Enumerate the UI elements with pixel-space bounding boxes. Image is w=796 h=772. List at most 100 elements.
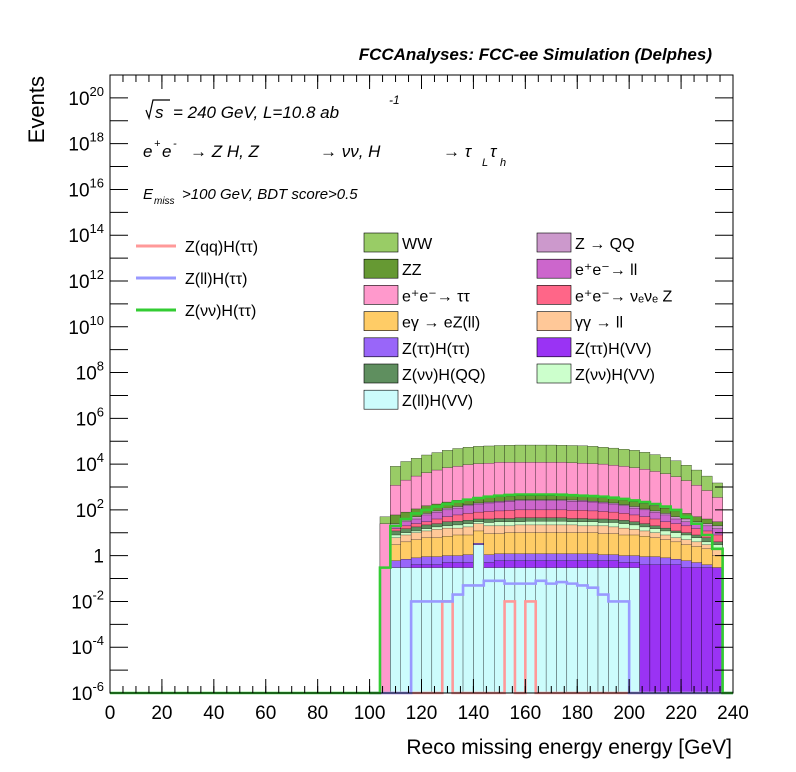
x-tick-label: 100 (354, 703, 386, 724)
x-tick-label: 180 (561, 703, 593, 724)
legend-fill-label: ZZ (402, 262, 422, 279)
stack-layers (379, 444, 723, 694)
y-tick-label: 108 (76, 359, 104, 385)
sqrt-s: s (155, 103, 164, 122)
x-tick-label: 40 (203, 703, 224, 724)
plus-sup: + (154, 138, 161, 150)
legend-line-label: Z(ll)H(ττ) (185, 271, 247, 288)
stack-bar (629, 567, 640, 694)
legend-fill-label: γγ → ll (575, 315, 623, 332)
stack-bar (410, 567, 422, 694)
stack-bar (597, 567, 609, 694)
legend-fill-swatch (536, 232, 572, 253)
process-tau1: → τ (443, 142, 473, 161)
legend-fill-label: Z(νν)H(VV) (575, 367, 655, 384)
legend-fill-swatch (536, 337, 572, 358)
x-axis-label: Reco missing energy energy [GeV] (406, 736, 732, 759)
stack-bar (494, 567, 505, 694)
y-tick-label: 1012 (68, 267, 104, 293)
legend-fill-swatch (363, 258, 399, 279)
stack-bar (421, 567, 433, 694)
x-tick-label: 160 (509, 703, 541, 724)
stack-bar (691, 567, 703, 694)
y-tick-label: 1 (93, 547, 104, 568)
y-tick-label: 1020 (68, 84, 104, 110)
y-tick-label: 10-2 (71, 587, 104, 613)
x-tick-label: 20 (151, 703, 172, 724)
y-tick-label: 102 (76, 496, 104, 522)
legend-line-label: Z(νν)H(ττ) (185, 303, 256, 320)
chart-title: FCCAnalyses: FCC-ee Simulation (Delphes) (359, 45, 713, 64)
legend-fill-label: Z(νν)H(QQ) (402, 367, 486, 384)
legend-fill-swatch (536, 285, 572, 305)
stack-bar (618, 567, 630, 694)
process-zh: → Z H, Z (190, 142, 260, 161)
legend-fill-swatch (536, 258, 572, 279)
process-nunu: → νν, H (320, 142, 381, 161)
legend-fill-swatch (363, 363, 399, 384)
legend-fill-label: Z(ττ)H(VV) (575, 341, 652, 358)
annotation-cut: E miss >100 GeV, BDT score>0.5 (143, 186, 358, 207)
stack-bar (545, 567, 557, 694)
signal-lines (110, 493, 733, 695)
sub-h: h (500, 157, 506, 169)
x-tick-label: 0 (105, 703, 116, 724)
x-tick-label: 60 (255, 703, 276, 724)
signal-line-0 (369, 600, 733, 695)
stack-bar (660, 564, 671, 694)
legend-fill-swatch (363, 389, 399, 410)
y-axis-label: Events (24, 76, 49, 143)
stack-bar (514, 567, 526, 694)
cut-rest: >100 GeV, BDT score>0.5 (182, 186, 358, 203)
legend-lines: Z(qq)H(ττ) Z(ll)H(ττ) Z(νν)H(ττ) (136, 239, 258, 320)
legend-fills: WW ZZ e⁺e⁻→ ττ eγ → eZ(ll) Z(ττ)H(ττ) Z(νν)H(… (363, 232, 672, 410)
stack-12 (390, 544, 640, 694)
stack-bar (483, 567, 495, 694)
stack-bar (442, 567, 453, 694)
legend-fill-swatch (363, 285, 399, 305)
cut-sub: miss (154, 196, 175, 207)
stack-bar (639, 564, 651, 694)
stack-bar (400, 567, 412, 694)
legend-fill-swatch (536, 311, 572, 331)
stack-bar (379, 523, 391, 694)
y-tick-label: 1016 (68, 175, 104, 201)
x-tick-label: 200 (613, 703, 645, 724)
stack-bar (473, 544, 484, 694)
stack-bar (680, 567, 692, 694)
y-tick-label: 104 (76, 450, 104, 476)
stack-bar (452, 567, 464, 694)
process-tau2: τ (490, 142, 498, 161)
legend-fill-swatch (536, 363, 572, 384)
x-tick-label: 80 (307, 703, 328, 724)
y-tick-label: 1014 (68, 221, 104, 247)
stack-bar (556, 567, 568, 694)
stack-bar (649, 564, 661, 694)
y-tick-label: 1010 (68, 313, 104, 339)
legend-fill-label: e⁺e⁻→ ττ (402, 288, 470, 305)
axes: 0 20 40 60 80 100 120 140 160 180 200 220 240 10-6 10-… (68, 74, 749, 724)
x-tick-label: 220 (665, 703, 697, 724)
stack-bar (390, 567, 401, 694)
process-e1: e (143, 142, 152, 161)
minus-sup: - (173, 138, 177, 150)
y-tick-label: 106 (76, 404, 104, 430)
legend-fill-swatch (363, 232, 399, 253)
legend-fill-label: Z(ττ)H(ττ) (402, 341, 470, 358)
legend-fill-swatch (363, 337, 399, 358)
stack-bar (504, 567, 516, 694)
legend-fill-label: e⁺e⁻→ νₑνₑ Z (575, 288, 672, 305)
x-tick-label: 140 (458, 703, 490, 724)
stack-bar (535, 567, 547, 694)
lumi-exponent: -1 (389, 93, 400, 107)
legend-fill-label: WW (402, 236, 433, 253)
process-e2: e (162, 142, 171, 161)
energy-lumi: = 240 GeV, L=10.8 ab (173, 103, 339, 122)
stack-bar (712, 567, 723, 694)
signal-line-2 (110, 493, 733, 695)
legend-fill-label: eγ → eZ(ll) (402, 315, 480, 332)
stack-bar (608, 567, 619, 694)
stack-bar (431, 567, 443, 694)
legend-fill-label: e⁺e⁻→ ll (575, 262, 637, 279)
